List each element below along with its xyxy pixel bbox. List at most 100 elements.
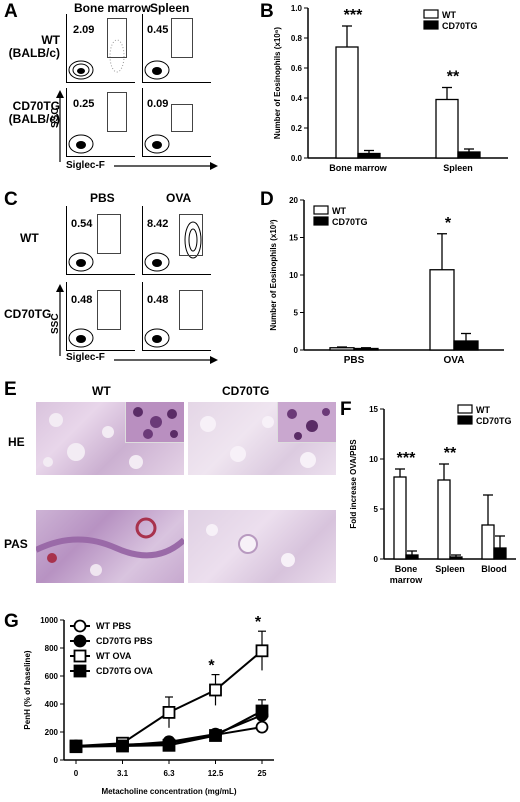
- gate-box: [107, 18, 127, 58]
- flow-percent: 0.48: [147, 294, 169, 306]
- legend-swatch: [313, 216, 329, 226]
- chart-b-eosinophil-bm-spleen: 0.0 0.2 0.4 0.6 0.8 1.0 Number of Eosinophils …: [273, 4, 508, 173]
- y-tick-label: 15: [289, 234, 298, 243]
- histo-texture: [200, 416, 316, 468]
- y-tick-label: 600: [45, 672, 59, 681]
- legend-label: WT OVA: [96, 651, 132, 661]
- panel-letter-c: C: [4, 189, 18, 210]
- y-tick-label: 0: [54, 756, 59, 765]
- y-tick-label: 0.6: [291, 64, 303, 73]
- significance-stars: **: [447, 69, 460, 86]
- y-tick-label: 0: [294, 346, 299, 355]
- flow-plot-c-tg-pbs: 0.48: [66, 282, 135, 351]
- gate-box: [97, 290, 121, 330]
- bar-wt: [393, 476, 407, 560]
- histo-image-wt-he: [36, 402, 184, 475]
- data-point: [209, 729, 222, 742]
- x-tick-label: marrow: [390, 575, 424, 585]
- x-axis-label: Metacholine concentration (mg/mL): [101, 787, 236, 796]
- y-axis-label: Number of Eosinophils (x10³): [269, 219, 278, 330]
- legend-swatch: [313, 205, 329, 215]
- flow-percent: 0.54: [71, 218, 93, 230]
- legend-label: CD70TG PBS: [96, 636, 153, 646]
- x-tick-label: 12.5: [208, 769, 224, 778]
- legend-label: CD70TG: [476, 416, 512, 426]
- gate-box: [179, 290, 203, 330]
- significance-stars: *: [445, 215, 452, 232]
- x-tick-label: 3.1: [117, 769, 129, 778]
- legend-label: CD70TG: [332, 217, 368, 227]
- bar-cd70tg: [357, 152, 381, 159]
- flow-density-c3: [68, 328, 94, 348]
- flow-plot-a-tg-bm: 0.25: [66, 88, 135, 157]
- panel-letter-g: G: [4, 611, 19, 632]
- x-tick-label: Bone marrow: [329, 163, 388, 173]
- x-tick-label: Blood: [481, 564, 507, 574]
- x-tick-label: 6.3: [163, 769, 175, 778]
- x-tick-label: Spleen: [443, 163, 473, 173]
- y-tick-label: 0.8: [291, 34, 303, 43]
- y-tick-label: 15: [369, 405, 378, 414]
- histo-row1-label: HE: [8, 435, 25, 449]
- flow-a-x-axis-label: Siglec-F: [66, 160, 105, 171]
- legend-swatch: [423, 20, 439, 30]
- legend-marker: [73, 619, 87, 633]
- y-tick-label: 200: [45, 728, 59, 737]
- data-point: [255, 644, 269, 658]
- legend-marker: [73, 634, 87, 648]
- gate-box: [179, 214, 203, 256]
- y-tick-label: 800: [45, 644, 59, 653]
- histo-col2-label: CD70TG: [222, 384, 270, 398]
- data-point: [162, 738, 176, 752]
- legend-swatch: [457, 404, 473, 414]
- panel-letter-b: B: [260, 1, 274, 22]
- y-tick-label: 10: [369, 455, 378, 464]
- y-tick-label: 400: [45, 700, 59, 709]
- bar-cd70tg: [453, 340, 479, 351]
- x-tick-label: OVA: [444, 355, 465, 366]
- histo-texture: [206, 524, 295, 567]
- panel-letter-a: A: [4, 1, 18, 22]
- data-point: [209, 683, 222, 697]
- y-tick-label: 5: [374, 505, 379, 514]
- bar-cd70tg: [353, 347, 379, 351]
- bar-wt: [429, 269, 455, 351]
- flow-a-row2-label: CD70TG (BALB/c): [8, 99, 60, 126]
- y-tick-label: 10: [289, 271, 298, 280]
- legend-marker: [73, 664, 87, 678]
- flow-plot-a-wt-bm: 2.09: [66, 14, 135, 83]
- chart-f-fold-increase: 0 5 10 15 Fold increase OVA/PBS *** Bonemarrow…: [349, 404, 516, 585]
- bar-wt: [335, 46, 359, 159]
- flow-c-col2-label: OVA: [166, 191, 192, 205]
- histo-image-tg-pas: [188, 510, 336, 583]
- significance-stars: **: [444, 445, 457, 462]
- data-point: [162, 706, 176, 719]
- flow-density-c4: [144, 328, 170, 348]
- legend-label: WT: [332, 206, 346, 216]
- significance-stars: ***: [397, 450, 416, 467]
- flow-c-row2-label: CD70TG: [4, 307, 52, 321]
- y-tick-label: 0.0: [291, 154, 303, 163]
- legend-label: CD70TG: [442, 21, 478, 31]
- histo-image-tg-he: [188, 402, 336, 475]
- y-axis-label: PenH (% of baseline): [23, 650, 32, 729]
- bar-cd70tg: [457, 151, 481, 159]
- legend-label: WT PBS: [96, 621, 131, 631]
- flow-percent: 8.42: [147, 218, 169, 230]
- flow-a-axis-arrows: [56, 90, 218, 170]
- panel-letter-e: E: [4, 379, 17, 400]
- histo-inset: [277, 402, 336, 443]
- bar-cd70tg: [449, 556, 463, 560]
- histo-inset: [125, 402, 184, 443]
- y-tick-label: 5: [294, 309, 299, 318]
- legend-label: WT: [442, 10, 456, 20]
- histo-texture: [36, 517, 184, 576]
- flow-percent: 0.25: [73, 98, 95, 110]
- chart-g-penh: 0 200 400 600 800 1000 0 3.1 6.3 12.5 25 Metacholin…: [23, 614, 274, 796]
- panel-letter-f: F: [340, 399, 352, 420]
- flow-density-c1: [68, 252, 94, 272]
- gate-box: [171, 104, 193, 132]
- bar-cd70tg: [405, 554, 419, 560]
- legend-label: WT: [476, 405, 490, 415]
- significance-star: *: [208, 658, 215, 675]
